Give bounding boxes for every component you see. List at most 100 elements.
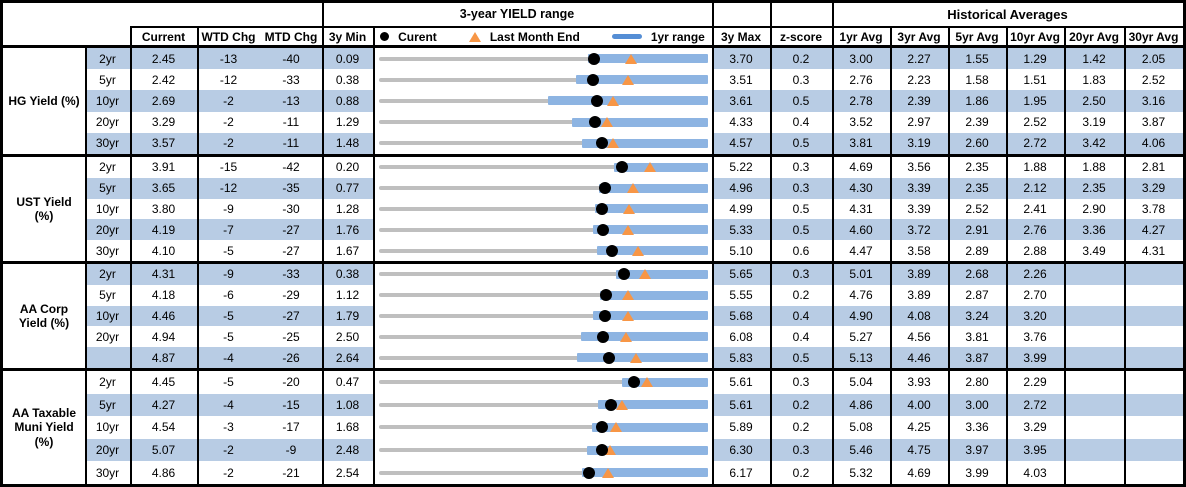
last-month-end-marker (643, 162, 656, 173)
cell-min: 2.64 (322, 347, 373, 368)
1yr-range-bar (621, 377, 708, 387)
cell-max: 5.61 (729, 375, 753, 390)
current-marker (596, 223, 609, 236)
cell-wtd: -5 (223, 375, 234, 390)
cell-tenor: 5yr (99, 72, 116, 87)
cell-a1: 2.97 (907, 115, 931, 130)
cell-cur: 3.65 (130, 177, 197, 199)
grid-line (1183, 0, 1186, 487)
cell-max: 5.68 (712, 305, 770, 327)
grid-line (0, 45, 1186, 48)
cell-a3: 3.20 (1006, 305, 1064, 327)
cell-a1: 4.08 (890, 305, 948, 327)
cell-min: 0.88 (322, 90, 373, 112)
cell-tenor: 5yr (99, 288, 116, 303)
cell-a0: 4.76 (849, 288, 873, 303)
col-header-3yr-avg: 3yr Avg (897, 29, 941, 44)
cell-a0: 4.90 (832, 305, 890, 327)
1yr-range-bar (598, 400, 708, 410)
cell-a2: 2.60 (948, 132, 1006, 154)
last-month-end-marker (631, 245, 644, 256)
cell-a1: 3.93 (907, 375, 931, 390)
cell-a4: 1.88 (1082, 160, 1106, 175)
cell-max: 4.99 (729, 201, 753, 216)
cell-wtd: -9 (223, 201, 234, 216)
cell-a1: 4.00 (890, 393, 948, 417)
cell-a5 (1124, 326, 1183, 347)
cell-min: 1.76 (322, 219, 373, 241)
cell-a4 (1064, 326, 1124, 347)
range-chart-track (379, 306, 708, 327)
cell-mtd: -42 (282, 160, 300, 175)
cell-mtd: -30 (282, 201, 300, 216)
1yr-range-bar (575, 75, 708, 85)
range-chart-track (379, 219, 708, 240)
cell-a2: 2.87 (965, 288, 989, 303)
range-chart-track (379, 347, 708, 368)
cell-cur: 4.10 (151, 243, 176, 258)
cell-a3: 1.95 (1006, 90, 1064, 112)
cell-mtd: -17 (282, 420, 300, 435)
range-chart (373, 157, 712, 178)
cell-a2: 3.87 (948, 347, 1006, 368)
cell-min: 1.29 (335, 115, 360, 130)
historical-averages-title: Historical Averages (947, 7, 1068, 22)
cell-a1: 4.69 (907, 465, 931, 480)
cell-a3: 1.88 (1023, 160, 1047, 175)
cell-mtd: -11 (282, 115, 300, 130)
cell-mtd: -11 (260, 132, 322, 154)
cell-mtd: -33 (260, 264, 322, 285)
cell-a1: 4.25 (907, 420, 931, 435)
3y-range-bar (379, 425, 708, 430)
range-chart-track (379, 178, 708, 199)
cell-a3: 3.29 (1023, 420, 1047, 435)
range-chart (373, 439, 712, 462)
current-marker (627, 376, 640, 389)
cell-a5: 3.87 (1141, 115, 1166, 130)
legend-current-label: Curent (398, 29, 437, 44)
last-month-end-marker (607, 138, 620, 149)
cell-mtd: -27 (282, 243, 300, 258)
1yr-range-bar (592, 225, 708, 235)
last-month-end-marker (626, 183, 639, 194)
col-header-1yr-avg: 1yr Avg (839, 29, 883, 44)
cell-min: 2.54 (335, 465, 360, 480)
last-month-end-marker (638, 269, 651, 280)
3y-range-bar (379, 470, 708, 475)
cell-wtd: -7 (197, 219, 260, 241)
cell-z: 0.5 (770, 90, 832, 112)
range-chart (373, 461, 712, 484)
cell-cur: 4.87 (130, 347, 197, 368)
cell-a2: 2.35 (965, 160, 989, 175)
range-chart-track (379, 264, 708, 285)
cell-a1: 3.72 (890, 219, 948, 241)
3y-range-bar (379, 248, 708, 253)
last-month-end-marker (629, 352, 642, 363)
cell-a2: 3.97 (948, 438, 1006, 462)
cell-a5: 3.16 (1124, 90, 1183, 112)
cell-a1: 3.39 (907, 201, 931, 216)
cell-mtd: -27 (260, 219, 322, 241)
grid-line (0, 0, 1186, 3)
3y-range-bar (379, 334, 708, 339)
cell-a3: 2.26 (1006, 264, 1064, 285)
cell-a5 (1124, 416, 1183, 439)
last-month-end-marker (602, 467, 615, 478)
cell-wtd: -5 (223, 243, 234, 258)
cell-a4 (1064, 264, 1124, 285)
range-chart-track (379, 240, 708, 261)
range-chart (373, 240, 712, 261)
1yr-range-bar (547, 96, 708, 106)
cell-z: 0.2 (792, 465, 810, 480)
col-header-3y-min: 3y Min (328, 29, 367, 44)
cell-max: 3.61 (712, 90, 770, 112)
cell-wtd: -13 (197, 48, 260, 70)
cell-mtd: -15 (260, 393, 322, 417)
cell-a0: 3.81 (832, 132, 890, 154)
cell-a2: 1.55 (948, 48, 1006, 70)
1yr-range-bar (587, 54, 708, 64)
cell-a2: 2.39 (965, 115, 989, 130)
grid-line (0, 261, 1186, 264)
col-header-z-score: z-score (779, 29, 823, 44)
legend-last-month-icon (468, 31, 481, 42)
